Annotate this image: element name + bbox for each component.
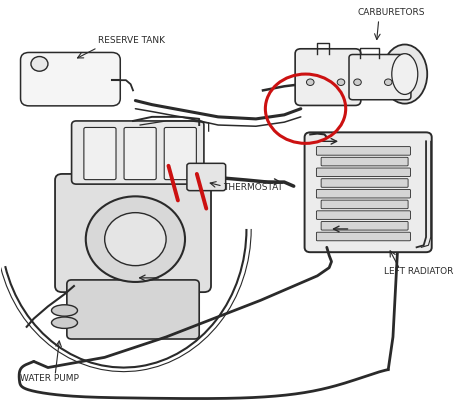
FancyBboxPatch shape bbox=[20, 52, 120, 106]
FancyBboxPatch shape bbox=[187, 163, 226, 191]
Circle shape bbox=[86, 196, 185, 282]
FancyBboxPatch shape bbox=[164, 128, 196, 180]
FancyBboxPatch shape bbox=[317, 189, 410, 198]
FancyBboxPatch shape bbox=[349, 54, 411, 100]
Text: THERMOSTAT: THERMOSTAT bbox=[223, 183, 283, 192]
FancyBboxPatch shape bbox=[84, 128, 116, 180]
Circle shape bbox=[307, 79, 314, 85]
FancyBboxPatch shape bbox=[305, 133, 432, 252]
FancyBboxPatch shape bbox=[72, 121, 204, 184]
Ellipse shape bbox=[383, 45, 427, 103]
FancyBboxPatch shape bbox=[317, 232, 410, 241]
Circle shape bbox=[31, 56, 48, 71]
FancyBboxPatch shape bbox=[317, 146, 410, 155]
Text: RESERVE TANK: RESERVE TANK bbox=[98, 36, 164, 45]
FancyBboxPatch shape bbox=[295, 49, 361, 106]
FancyBboxPatch shape bbox=[321, 200, 408, 209]
FancyBboxPatch shape bbox=[317, 211, 410, 219]
Text: WATER PUMP: WATER PUMP bbox=[19, 373, 79, 382]
Ellipse shape bbox=[392, 54, 418, 94]
FancyBboxPatch shape bbox=[321, 179, 408, 187]
FancyBboxPatch shape bbox=[67, 280, 199, 339]
Text: LEFT RADIATOR: LEFT RADIATOR bbox=[383, 267, 453, 276]
FancyBboxPatch shape bbox=[55, 174, 211, 292]
Circle shape bbox=[337, 79, 345, 85]
Ellipse shape bbox=[52, 305, 77, 316]
Circle shape bbox=[105, 213, 166, 265]
Circle shape bbox=[384, 79, 392, 85]
FancyBboxPatch shape bbox=[321, 222, 408, 230]
Text: CARBURETORS: CARBURETORS bbox=[357, 8, 425, 17]
FancyBboxPatch shape bbox=[321, 157, 408, 166]
Ellipse shape bbox=[52, 317, 77, 328]
Circle shape bbox=[354, 79, 361, 85]
FancyBboxPatch shape bbox=[124, 128, 156, 180]
FancyBboxPatch shape bbox=[317, 168, 410, 177]
